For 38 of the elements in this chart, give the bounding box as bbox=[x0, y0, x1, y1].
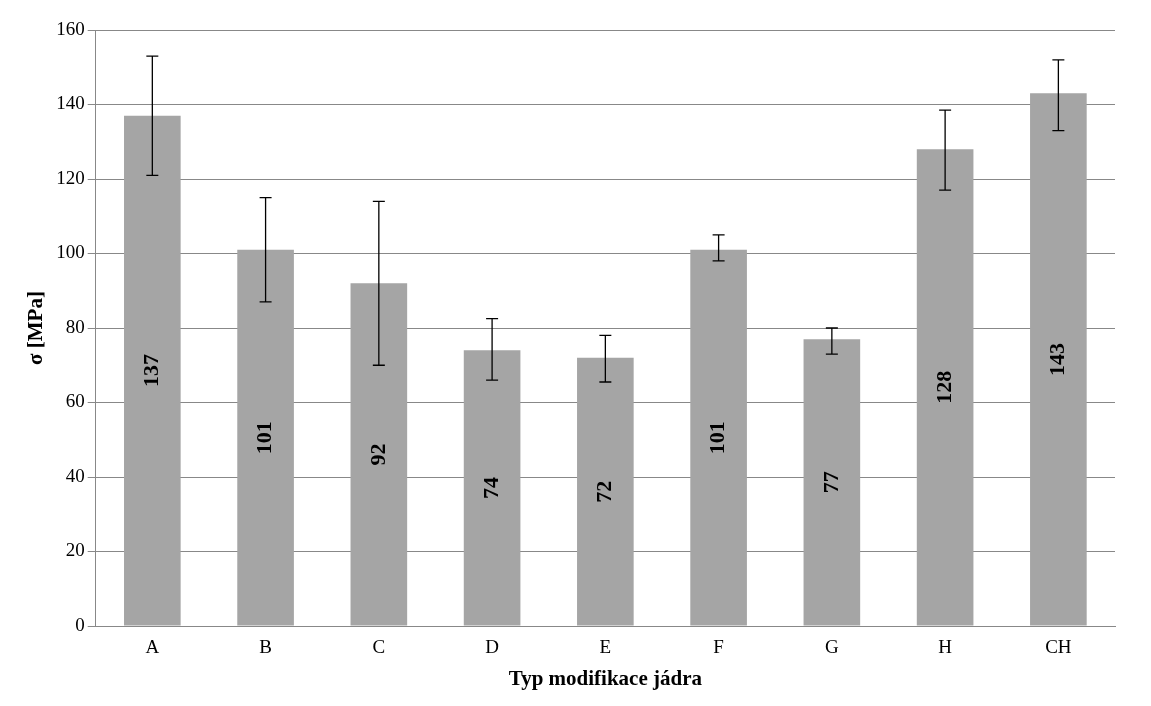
data-label: 101 bbox=[704, 421, 730, 455]
x-tick-label: A bbox=[145, 636, 160, 658]
y-tick-label: 100 bbox=[56, 241, 85, 263]
bar bbox=[690, 249, 747, 626]
bar bbox=[803, 339, 861, 626]
bar bbox=[350, 283, 408, 626]
y-tick-label: 140 bbox=[56, 92, 85, 114]
y-tick-label: 40 bbox=[65, 464, 85, 486]
y-tick-label: 120 bbox=[56, 166, 85, 188]
y-axis-title: σ [MPa] bbox=[23, 291, 48, 365]
bar bbox=[237, 249, 294, 626]
x-axis-title: Typ modifikace jádra bbox=[508, 665, 703, 690]
data-label: 143 bbox=[1044, 342, 1070, 376]
data-label: 92 bbox=[364, 443, 390, 466]
data-label: 128 bbox=[930, 370, 956, 404]
bar bbox=[463, 350, 521, 626]
bar bbox=[1030, 93, 1087, 626]
data-label: 72 bbox=[591, 480, 617, 503]
x-tick-label: E bbox=[599, 636, 612, 658]
data-label: 74 bbox=[477, 476, 503, 499]
data-label: 137 bbox=[138, 354, 164, 388]
x-tick-label: B bbox=[259, 636, 272, 658]
bar bbox=[577, 357, 634, 626]
bar bbox=[124, 115, 181, 626]
y-tick-label: 60 bbox=[65, 390, 85, 412]
x-tick-label: G bbox=[824, 636, 839, 658]
x-tick-label: H bbox=[938, 636, 953, 658]
x-tick-label: CH bbox=[1045, 636, 1072, 658]
y-tick-label: 80 bbox=[65, 315, 85, 337]
y-tick-label: 0 bbox=[75, 613, 85, 635]
bar bbox=[916, 149, 974, 626]
data-label: 101 bbox=[251, 421, 277, 455]
data-label: 77 bbox=[817, 471, 843, 494]
x-tick-label: C bbox=[372, 636, 386, 658]
x-tick-label: D bbox=[485, 636, 499, 658]
x-tick-label: F bbox=[713, 636, 724, 658]
y-tick-label: 160 bbox=[56, 17, 85, 39]
y-tick-label: 20 bbox=[65, 539, 85, 561]
